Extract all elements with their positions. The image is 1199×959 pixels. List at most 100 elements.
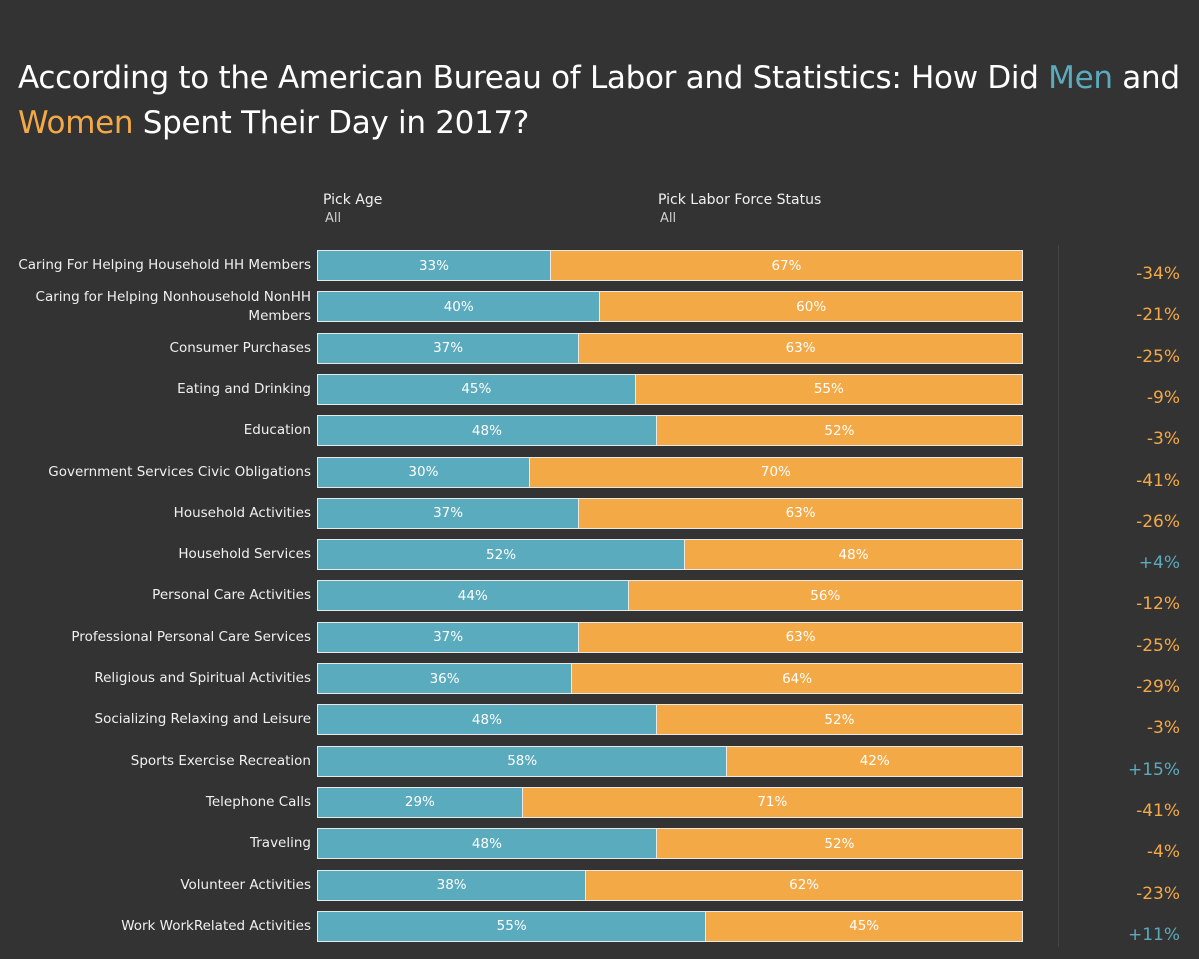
bar-row[interactable]: 38% 62% xyxy=(317,869,1023,901)
bar-row[interactable]: 33% 67% xyxy=(317,250,1023,281)
category-label: Caring for Helping Nonhousehold NonHH Me… xyxy=(35,288,311,324)
difference-label: -41% xyxy=(1136,470,1180,491)
women-data-label: 56% xyxy=(810,587,841,604)
women-bar-segment[interactable]: 42% xyxy=(726,745,1023,777)
men-data-label: 37% xyxy=(433,505,464,522)
bar-row[interactable]: 55% 45% xyxy=(317,910,1023,942)
men-bar-segment[interactable]: 48% xyxy=(317,415,656,447)
category-label: Socializing Relaxing and Leisure xyxy=(94,711,311,728)
men-bar-segment[interactable]: 37% xyxy=(317,497,579,529)
men-bar-segment[interactable]: 38% xyxy=(317,869,586,901)
difference-label: -25% xyxy=(1136,346,1180,367)
age-filter-value[interactable]: All xyxy=(325,211,342,226)
women-data-label: 48% xyxy=(838,546,869,563)
men-data-label: 36% xyxy=(429,670,460,687)
bar-row[interactable]: 44% 56% xyxy=(317,580,1023,612)
women-bar-segment[interactable]: 52% xyxy=(655,415,1023,447)
category-label: Work WorkRelated Activities xyxy=(121,917,311,934)
title-part-3: Spent Their Day in 2017? xyxy=(133,105,530,141)
bar-row[interactable]: 48% 52% xyxy=(317,704,1023,736)
category-label: Household Activities xyxy=(173,504,311,521)
men-data-label: 44% xyxy=(457,587,488,604)
bar-row[interactable]: 36% 64% xyxy=(317,663,1023,694)
men-bar-segment[interactable]: 44% xyxy=(317,580,628,612)
women-data-label: 67% xyxy=(771,257,802,274)
title-men-word: Men xyxy=(1048,60,1113,96)
difference-label: -23% xyxy=(1136,883,1180,904)
difference-label: -12% xyxy=(1136,594,1180,615)
men-bar-segment[interactable]: 48% xyxy=(317,828,656,860)
difference-label: -29% xyxy=(1136,677,1180,697)
difference-label: -9% xyxy=(1146,387,1180,408)
women-bar-segment[interactable]: 56% xyxy=(627,580,1023,612)
women-bar-segment[interactable]: 70% xyxy=(528,456,1023,488)
bar-row[interactable]: 40% 60% xyxy=(317,291,1023,323)
women-data-label: 71% xyxy=(757,794,788,811)
women-bar-segment[interactable]: 63% xyxy=(578,497,1023,529)
difference-label: -4% xyxy=(1146,842,1180,863)
bar-row[interactable]: 37% 63% xyxy=(317,621,1023,653)
category-label: Sports Exercise Recreation xyxy=(130,752,311,769)
men-data-label: 58% xyxy=(507,753,538,770)
category-label: Caring For Helping Household HH Members xyxy=(18,257,311,273)
women-bar-segment[interactable]: 52% xyxy=(655,704,1023,736)
women-bar-segment[interactable]: 71% xyxy=(521,786,1023,818)
women-bar-segment[interactable]: 45% xyxy=(705,910,1023,942)
bar-row[interactable]: 48% 52% xyxy=(317,415,1023,447)
labor-force-filter-value[interactable]: All xyxy=(660,211,677,226)
bar-row[interactable]: 30% 70% xyxy=(317,456,1023,488)
women-bar-segment[interactable]: 62% xyxy=(585,869,1023,901)
women-bar-segment[interactable]: 55% xyxy=(634,373,1023,405)
women-data-label: 52% xyxy=(824,711,855,728)
difference-label: -41% xyxy=(1136,800,1180,821)
bar-row[interactable]: 37% 63% xyxy=(317,332,1023,364)
men-bar-segment[interactable]: 30% xyxy=(317,456,529,488)
men-bar-segment[interactable]: 36% xyxy=(317,663,572,694)
category-label: Traveling xyxy=(249,835,311,852)
women-bar-segment[interactable]: 63% xyxy=(578,332,1023,364)
men-bar-segment[interactable]: 45% xyxy=(317,373,635,405)
men-bar-segment[interactable]: 33% xyxy=(317,250,550,281)
bar-row[interactable]: 45% 55% xyxy=(317,373,1023,405)
category-label: Education xyxy=(243,422,311,439)
women-bar-segment[interactable]: 60% xyxy=(599,291,1023,323)
category-label: Household Services xyxy=(178,546,311,563)
men-data-label: 33% xyxy=(418,257,449,274)
labor-force-filter[interactable]: Pick Labor Force Status All xyxy=(658,192,821,226)
men-data-label: 52% xyxy=(486,546,517,563)
bar-row[interactable]: 58% 42% xyxy=(317,745,1023,777)
men-data-label: 38% xyxy=(436,877,467,893)
age-filter[interactable]: Pick Age All xyxy=(323,192,382,226)
difference-label: -26% xyxy=(1136,511,1180,532)
men-data-label: 40% xyxy=(443,298,474,315)
age-filter-label: Pick Age xyxy=(323,192,383,208)
difference-label: +15% xyxy=(1127,759,1180,780)
women-bar-segment[interactable]: 63% xyxy=(578,621,1023,653)
chart-title: According to the American Bureau of Labo… xyxy=(18,56,1188,146)
men-bar-segment[interactable]: 37% xyxy=(317,332,579,364)
men-bar-segment[interactable]: 29% xyxy=(317,786,522,818)
men-data-label: 37% xyxy=(433,340,464,357)
women-bar-segment[interactable]: 48% xyxy=(684,539,1023,571)
women-data-label: 62% xyxy=(789,877,820,893)
category-label: Telephone Calls xyxy=(205,793,311,810)
bar-row[interactable]: 37% 63% xyxy=(317,497,1023,529)
men-bar-segment[interactable]: 40% xyxy=(317,291,600,323)
bar-row[interactable]: 48% 52% xyxy=(317,828,1023,860)
men-bar-segment[interactable]: 48% xyxy=(317,704,656,736)
men-bar-segment[interactable]: 52% xyxy=(317,539,685,571)
women-data-label: 63% xyxy=(785,505,816,522)
difference-label: -21% xyxy=(1136,305,1180,326)
bar-row[interactable]: 29% 71% xyxy=(317,786,1023,818)
men-bar-segment[interactable]: 58% xyxy=(317,745,727,777)
women-bar-segment[interactable]: 52% xyxy=(655,828,1023,860)
category-label: Eating and Drinking xyxy=(177,380,311,397)
bar-row[interactable]: 52% 48% xyxy=(317,539,1023,571)
men-bar-segment[interactable]: 37% xyxy=(317,621,579,653)
women-bar-segment[interactable]: 67% xyxy=(549,250,1023,281)
difference-label: -3% xyxy=(1146,429,1180,450)
women-bar-segment[interactable]: 64% xyxy=(571,663,1023,694)
men-bar-segment[interactable]: 55% xyxy=(317,910,706,942)
men-data-label: 48% xyxy=(471,422,502,439)
category-label: Consumer Purchases xyxy=(169,339,311,356)
